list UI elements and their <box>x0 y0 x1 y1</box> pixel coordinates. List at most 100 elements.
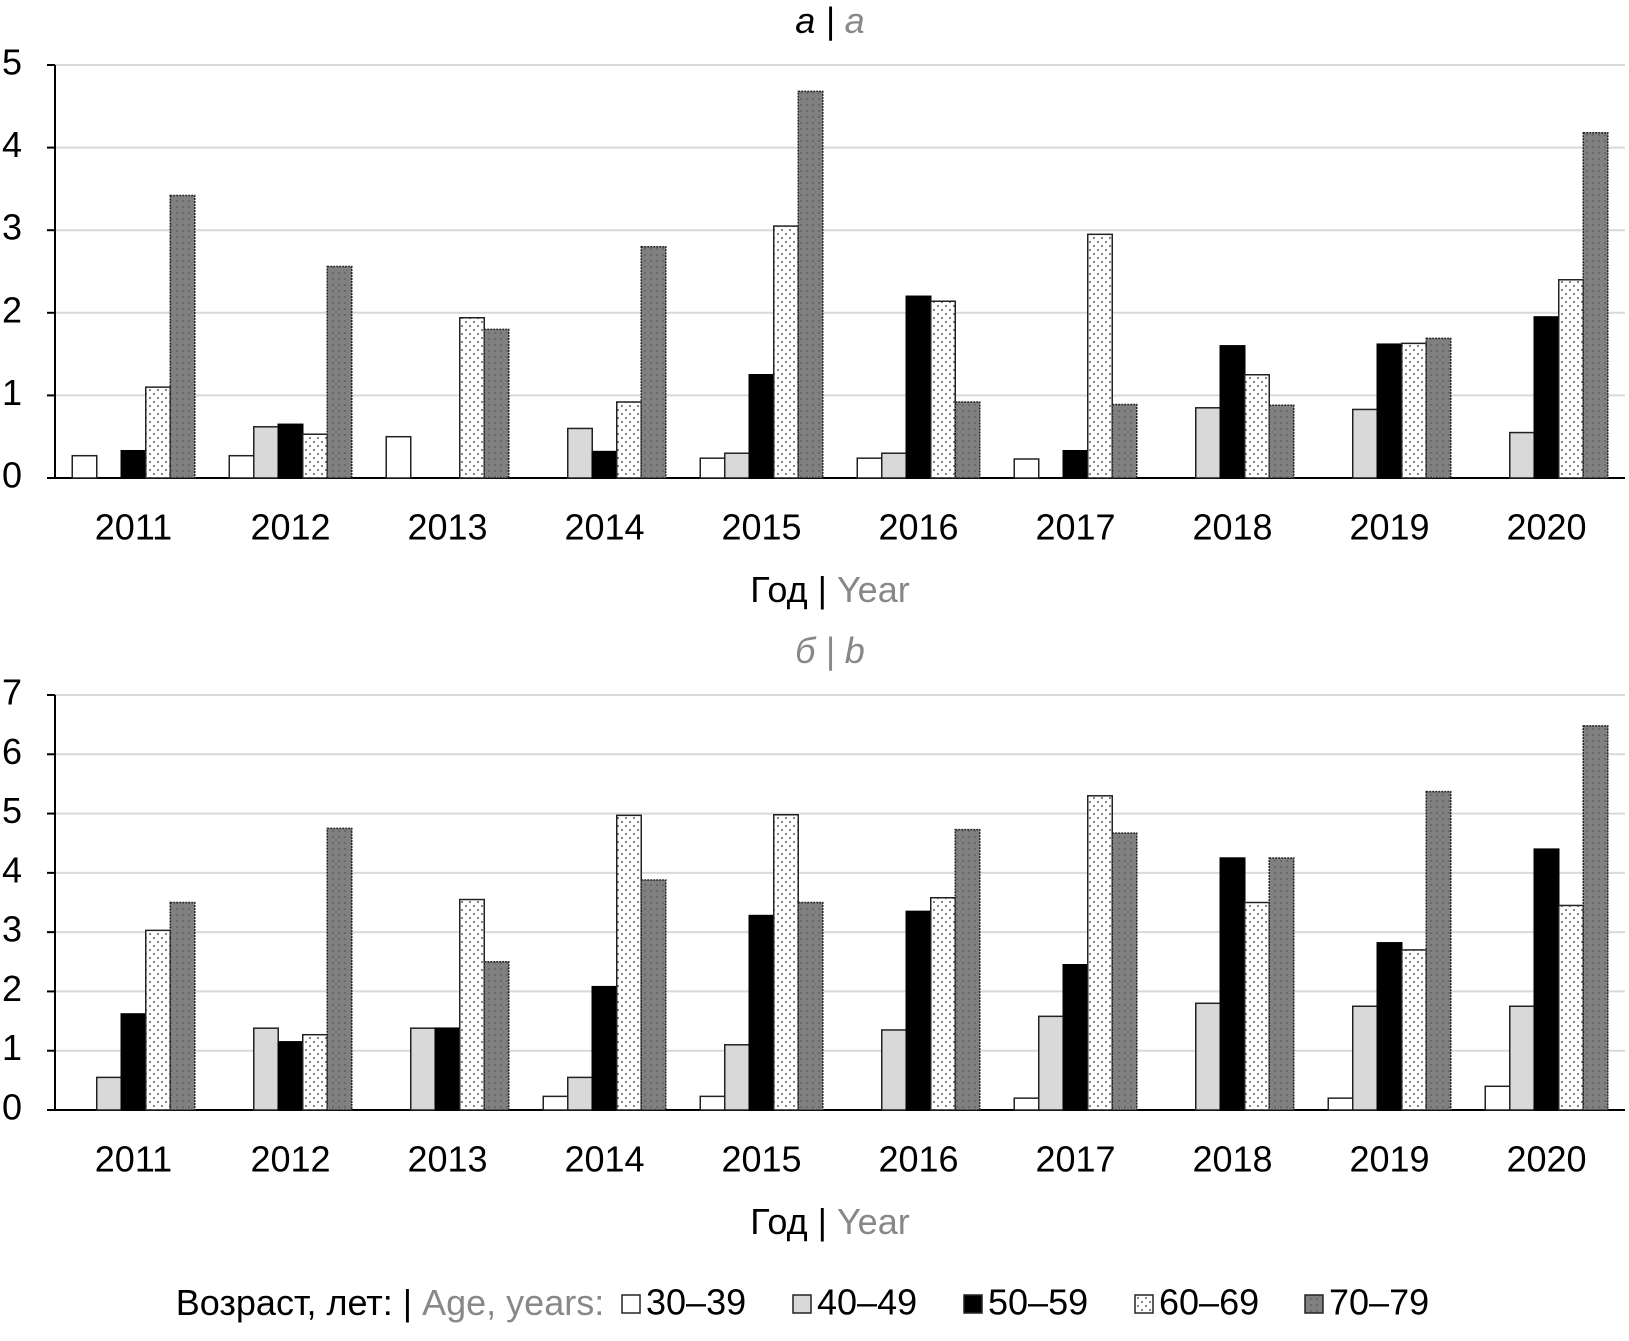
bar <box>1195 1002 1221 1111</box>
bar <box>1533 316 1560 479</box>
y-tick-label: 5 <box>2 790 22 831</box>
y-tick-label: 2 <box>2 289 22 330</box>
legend-swatch <box>792 1294 812 1314</box>
x-tick-label: 2011 <box>95 1139 172 1180</box>
bar <box>1425 790 1452 1111</box>
bar <box>724 452 750 479</box>
x-tick-label: 2017 <box>1035 507 1115 548</box>
bar <box>1558 904 1584 1111</box>
bar <box>930 897 956 1111</box>
bar <box>797 90 824 479</box>
bar <box>434 1027 461 1111</box>
bar <box>96 1076 122 1111</box>
y-tick-label: 1 <box>2 1027 22 1068</box>
x-axis-label-part: Year <box>837 569 910 610</box>
legend-label: 30–39 <box>646 1282 746 1323</box>
bar <box>773 814 799 1111</box>
x-tick-label: 2020 <box>1506 1139 1586 1180</box>
bar <box>459 317 485 479</box>
bar <box>640 879 667 1111</box>
chart-title-part: а | <box>795 0 834 41</box>
bar <box>591 985 618 1111</box>
bar <box>797 901 824 1111</box>
legend-label: 50–59 <box>988 1282 1088 1323</box>
bar <box>1013 1097 1040 1111</box>
bar <box>1484 1085 1511 1111</box>
x-tick-label: 2019 <box>1349 507 1429 548</box>
bar <box>1244 374 1270 479</box>
y-tick-label: 4 <box>2 849 22 890</box>
bar <box>169 901 196 1111</box>
bar <box>1582 131 1609 479</box>
y-tick-label: 6 <box>2 731 22 772</box>
bar <box>616 814 642 1111</box>
bar <box>1219 857 1246 1111</box>
legend-title-part: Age, years: <box>422 1282 604 1323</box>
x-tick-label: 2012 <box>250 1139 330 1180</box>
bar <box>699 1095 726 1111</box>
bar <box>1062 964 1089 1111</box>
legend-swatch <box>963 1294 983 1314</box>
bar <box>1509 1005 1535 1111</box>
bar <box>1401 949 1427 1111</box>
bar <box>1376 343 1403 479</box>
y-tick-label: 7 <box>2 672 22 713</box>
bar <box>567 427 593 479</box>
legend-label: 70–79 <box>1329 1282 1429 1323</box>
legend-title-part: Возраст, лет: | <box>176 1282 412 1323</box>
bar <box>385 435 412 479</box>
bar <box>1111 403 1138 479</box>
x-tick-label: 2015 <box>721 1139 801 1180</box>
bar <box>145 929 171 1111</box>
x-tick-label: 2012 <box>250 507 330 548</box>
bar <box>1111 832 1138 1111</box>
x-tick-label: 2017 <box>1035 1139 1115 1180</box>
x-tick-label: 2014 <box>564 507 644 548</box>
y-tick-label: 2 <box>2 968 22 1009</box>
bar <box>253 1027 279 1111</box>
bar <box>1268 857 1295 1111</box>
bar <box>542 1095 569 1111</box>
x-tick-label: 2020 <box>1506 507 1586 548</box>
y-tick-label: 5 <box>2 42 22 83</box>
bar <box>1219 345 1246 479</box>
x-axis-label-part: Год | <box>750 1201 827 1242</box>
bar <box>954 828 981 1111</box>
bar <box>1352 408 1378 479</box>
bar <box>724 1044 750 1111</box>
x-tick-label: 2015 <box>721 507 801 548</box>
x-axis-label: Год | Year <box>750 1201 909 1242</box>
bar <box>1244 901 1270 1111</box>
bar <box>591 450 618 479</box>
bar <box>881 1029 907 1111</box>
bar <box>326 827 353 1111</box>
bar <box>616 401 642 479</box>
bar <box>410 1027 436 1111</box>
bar <box>1509 431 1535 479</box>
bar <box>71 454 98 479</box>
bar <box>169 194 196 479</box>
chart-title-part: б | b <box>795 630 865 671</box>
bar <box>1401 342 1427 479</box>
bar <box>1087 795 1113 1111</box>
bar <box>748 374 775 479</box>
bar <box>1087 233 1113 479</box>
chart-title: б | b <box>795 630 865 671</box>
bar <box>881 452 907 479</box>
chart-title: а | a <box>795 0 864 41</box>
x-tick-label: 2018 <box>1192 1139 1272 1180</box>
bar <box>483 328 510 479</box>
bar <box>120 1013 147 1111</box>
chart-title-part: a <box>845 0 865 41</box>
x-tick-label: 2013 <box>407 1139 487 1180</box>
bar <box>640 245 667 479</box>
bar <box>1268 404 1295 479</box>
x-tick-label: 2011 <box>95 507 172 548</box>
bar <box>277 423 304 479</box>
bar <box>228 454 255 479</box>
legend-label: 60–69 <box>1159 1282 1259 1323</box>
bar <box>120 449 147 479</box>
y-tick-label: 3 <box>2 909 22 950</box>
